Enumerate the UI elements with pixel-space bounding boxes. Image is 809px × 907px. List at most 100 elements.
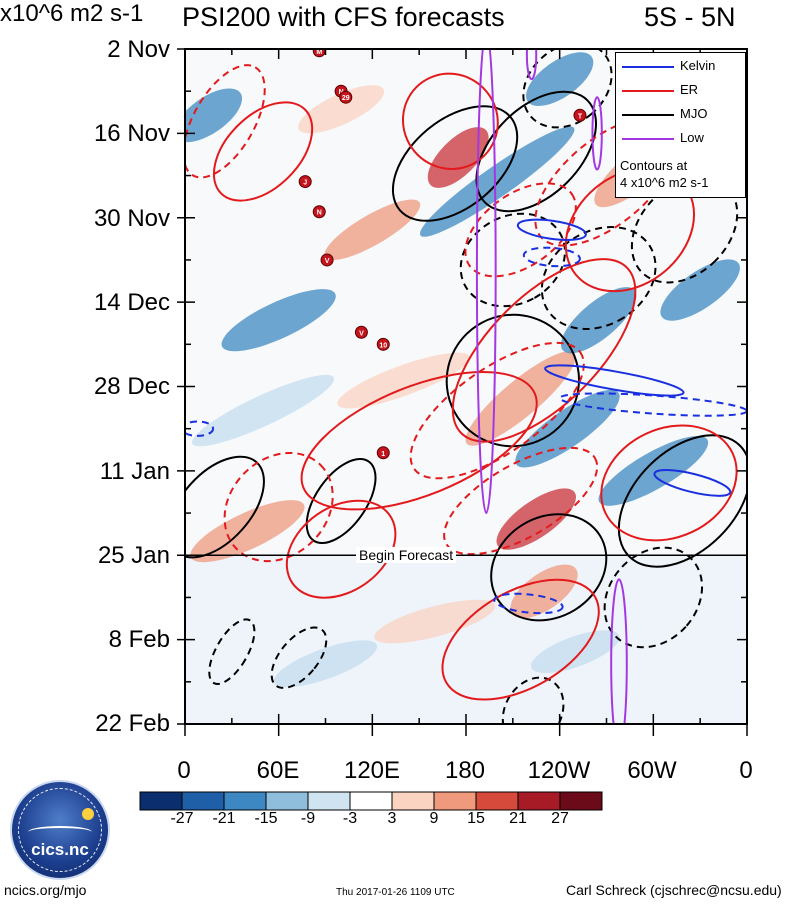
anomaly-blob: [298, 85, 385, 134]
contour-kelvin: [653, 469, 732, 497]
storm-label: V: [359, 330, 364, 337]
anomaly-blob: [273, 640, 378, 688]
colorbar-label: -9: [300, 810, 316, 827]
colorbar-swatch: [181, 791, 225, 811]
storm-label: N: [339, 89, 344, 96]
storm-marker: M: [312, 49, 326, 58]
contour-mjo: [459, 212, 566, 308]
storm-label: 29: [342, 95, 350, 102]
chart-legend: Kelvin ER MJO Low Contours at 4 x10^6 m2…: [615, 52, 746, 198]
footer-url: ncics.org/mjo: [4, 882, 87, 898]
contour-er: [600, 424, 738, 542]
y-tick-label: 8 Feb: [108, 626, 170, 653]
legend-note-line: Contours at: [620, 158, 688, 173]
y-tick-label: 28 Dec: [93, 373, 170, 400]
contour-low: [591, 96, 603, 171]
anomaly-blob: [526, 52, 594, 106]
storm-marker: N: [312, 205, 326, 219]
storm-label: 1: [381, 451, 385, 458]
contour-er: [464, 182, 577, 278]
chart-region: 5S - 5N: [644, 2, 736, 32]
chart-title: PSI200 with CFS forecasts: [182, 2, 505, 32]
begin-forecast-label: Begin Forecast: [356, 547, 457, 563]
contour-kelvin: [516, 218, 587, 241]
logo-ring: [18, 788, 102, 872]
contour-mjo: [490, 513, 608, 622]
storm-marker: T: [573, 108, 587, 122]
colorbar-swatch: [433, 791, 477, 811]
anomaly-blob: [530, 630, 620, 674]
colorbar-label: 9: [429, 810, 439, 827]
colorbar-label: 15: [467, 810, 485, 827]
contour-mjo: [270, 626, 328, 689]
cicsnc-logo: cics.nc: [10, 780, 110, 880]
colorbar-swatch: [517, 791, 561, 811]
x-tick-label: 120E: [343, 757, 401, 784]
storm-label: M: [316, 49, 322, 56]
contour-mjo: [522, 49, 613, 129]
contour-kelvin: [544, 364, 685, 397]
footer-author: Carl Schreck (cjschrec@ncsu.edu): [566, 882, 782, 898]
x-tick-label: 120W: [527, 757, 591, 784]
legend-note-line: 4 x10^6 m2 s-1: [620, 175, 709, 190]
contour-er: [212, 101, 314, 202]
contour-er: [401, 72, 499, 170]
forecast-region: [185, 555, 747, 724]
legend-swatch: [622, 114, 674, 116]
contour-kelvin: [522, 246, 581, 268]
x-tick-label: 60W: [627, 757, 677, 784]
storm-icon: [573, 108, 587, 122]
colorbar-label: -15: [254, 810, 278, 827]
anomaly-blob: [427, 127, 489, 188]
y-tick-label: 14 Dec: [93, 289, 170, 316]
colorbar-label: -21: [212, 810, 236, 827]
anomaly-blob: [420, 126, 575, 237]
storm-label: T: [578, 113, 583, 120]
x-tick-label: 60E: [256, 757, 300, 784]
colorbar-swatch: [139, 791, 183, 811]
x-tick-label: 180: [444, 757, 486, 784]
y-tick-label: 11 Jan: [99, 458, 170, 485]
storm-marker: 1: [376, 446, 390, 460]
storm-marker: V: [320, 253, 334, 267]
contour-kelvin: [493, 592, 564, 615]
colorbar-label: 27: [551, 810, 569, 827]
anomaly-blob: [190, 500, 305, 563]
colorbar-units: x10^6 m2 s-1: [0, 0, 144, 27]
legend-note: Contours at 4 x10^6 m2 s-1: [620, 157, 708, 191]
anomaly-blob: [324, 199, 421, 261]
contour-kelvin: [185, 420, 215, 437]
contour-mjo: [540, 226, 657, 330]
anomaly-blob: [510, 564, 578, 619]
storm-label: 10: [379, 342, 387, 349]
legend-swatch: [622, 90, 674, 92]
anomaly-blob: [598, 435, 709, 506]
contour-er: [223, 451, 334, 563]
storm-marker: V: [354, 325, 368, 339]
storm-icon: [354, 325, 368, 339]
sun-icon: [82, 808, 94, 820]
colorbar-swatch: [223, 791, 267, 811]
contour-er: [185, 64, 266, 179]
legend-entry-mjo: MJO: [620, 105, 744, 125]
contour-er: [451, 258, 637, 443]
colorbar-label: -27: [170, 810, 194, 827]
colorbar-swatch: [265, 791, 309, 811]
storm-marker: J: [298, 175, 312, 189]
colorbar-label: 21: [509, 810, 527, 827]
colorbar-swatch: [307, 791, 351, 811]
legend-entry-low: Low: [620, 129, 744, 149]
storm-icon: [298, 175, 312, 189]
colorbar-swatch: [559, 791, 603, 811]
storm-icon: [312, 205, 326, 219]
contour-mjo: [305, 457, 377, 545]
contour-mjo: [475, 90, 598, 213]
legend-swatch: [622, 66, 674, 68]
legend-entry-kelvin: Kelvin: [620, 57, 744, 77]
storm-marker: 29: [339, 90, 353, 104]
y-tick-label: 2 Nov: [107, 36, 170, 63]
y-tick-label: 30 Nov: [93, 205, 170, 232]
anomaly-blob: [660, 259, 740, 321]
contour-mjo: [617, 434, 747, 568]
